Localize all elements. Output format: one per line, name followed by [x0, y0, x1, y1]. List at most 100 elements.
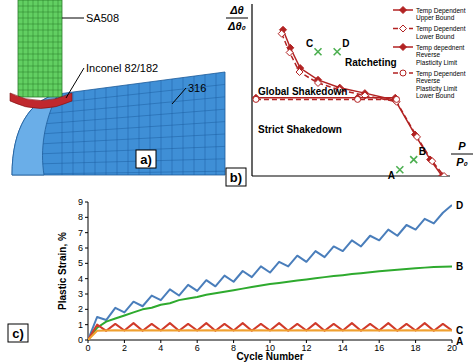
mesh-line: [18, 6, 62, 7]
panel-label-box: [136, 150, 156, 168]
mesh-line: [18, 60, 62, 61]
mesh-line: [18, 48, 62, 49]
series-line: [88, 330, 452, 340]
nozzle: [18, 0, 62, 97]
panel-label: b): [230, 170, 242, 185]
panel-label-box: [226, 168, 246, 186]
series-marker: [278, 30, 285, 37]
y-label-bar: [226, 18, 248, 19]
leader-line: [62, 18, 84, 19]
x-tick-label: 6: [195, 343, 200, 353]
x-label-denominator: P₀: [456, 156, 468, 168]
legend-line: Lower Bound: [416, 92, 455, 99]
y-tick-label: 5: [78, 258, 83, 268]
mesh-line: [18, 30, 62, 31]
mesh-line: [18, 12, 62, 13]
y-tick: [85, 309, 88, 310]
region-label: Global Shakedown: [258, 86, 347, 97]
point-label: D: [342, 38, 349, 49]
plot-area: [88, 205, 452, 340]
y-tick-label: 8: [78, 212, 83, 222]
series-marker: [286, 49, 293, 56]
x-label-numerator: P: [458, 140, 466, 152]
x-label-bar: [451, 154, 473, 155]
x-axis: [252, 175, 450, 176]
legend-entry: Temp depednentReversePlasticity Limit: [416, 44, 465, 67]
mesh-line: [53, 0, 54, 97]
y-tick-label: 9: [78, 197, 83, 207]
legend-line: Lower Bound: [416, 33, 455, 40]
y-tick: [85, 324, 88, 325]
mesh-line: [34, 159, 225, 164]
page: {"diagram": {"title": "a)", "labels": ["…: [0, 0, 474, 363]
legend-line: Reverse: [416, 51, 441, 58]
mesh-line: [18, 42, 62, 43]
mesh-line: [18, 24, 62, 25]
legend-entry: Temp DependentUpper Bound: [416, 7, 466, 23]
mesh-line: [84, 91, 85, 175]
point-label: B: [419, 146, 426, 157]
series-marker: [414, 133, 421, 140]
mesh-line: [36, 146, 225, 154]
y-tick: [85, 202, 88, 203]
series-line: [88, 266, 452, 340]
y-tick: [85, 263, 88, 264]
legend-entry: Temp DependentReversePlasticity LimitLow…: [416, 70, 466, 100]
series-line: [256, 97, 395, 99]
mesh-line: [23, 0, 24, 97]
x-label: Cycle Number: [236, 351, 303, 362]
y-tick: [85, 278, 88, 279]
panel-label: a): [140, 152, 152, 167]
y-tick-label: 4: [78, 274, 83, 284]
point-label: C: [306, 38, 313, 49]
region-label: Strict Shakedown: [258, 124, 342, 135]
mesh-line: [18, 72, 62, 73]
mesh-line: [33, 0, 34, 97]
legend-line: Plasticity Limit: [416, 59, 457, 67]
y-tick-label: 1: [78, 320, 83, 330]
mesh-line: [18, 18, 62, 19]
y-label: Plastic Strain, %: [57, 232, 68, 310]
legend-entry: Temp DependentLower Bound: [416, 25, 466, 40]
x-tick-label: 14: [338, 343, 348, 353]
mesh-line: [172, 79, 173, 175]
legend-marker: [400, 7, 407, 14]
legend-line: Reverse: [416, 77, 441, 84]
panel-label-box: [8, 324, 28, 342]
figure: SA508Inconel 82/182316a)CDABGlobal Shake…: [0, 0, 474, 363]
y-label-denominator: Δθ₀: [227, 20, 246, 32]
mesh-line: [18, 54, 62, 55]
x-tick-label: 8: [231, 343, 236, 353]
mesh-line: [42, 109, 225, 124]
y-tick: [85, 248, 88, 249]
scatter-point: [396, 166, 403, 173]
x-tick-label: 0: [85, 343, 90, 353]
y-tick-label: 2: [78, 304, 83, 314]
x-tick-label: 4: [158, 343, 163, 353]
series-label: D: [456, 200, 463, 211]
x-tick-label: 18: [411, 343, 421, 353]
y-tick: [85, 232, 88, 233]
y-tick-label: 6: [78, 243, 83, 253]
mesh-line: [18, 90, 62, 91]
y-tick: [85, 340, 88, 341]
weld-band: [10, 93, 72, 109]
part-label: Inconel 82/182: [86, 62, 158, 74]
legend-marker: [400, 70, 406, 76]
series-marker: [296, 69, 303, 76]
series-line: [282, 34, 444, 176]
mesh-line: [58, 0, 59, 97]
part-label: 316: [188, 82, 206, 94]
mesh-line: [62, 93, 63, 175]
y-tick-label: 3: [78, 289, 83, 299]
part-label: SA508: [86, 12, 119, 24]
series-label: B: [456, 261, 463, 272]
y-axis: [88, 202, 89, 340]
x-tick-label: 2: [122, 343, 127, 353]
scatter-point: [334, 48, 341, 55]
y-axis: [251, 4, 252, 176]
series-line: [256, 99, 397, 101]
y-label-numerator: Δθ: [229, 4, 244, 16]
series-marker: [429, 158, 436, 165]
legend-marker: [400, 25, 407, 32]
